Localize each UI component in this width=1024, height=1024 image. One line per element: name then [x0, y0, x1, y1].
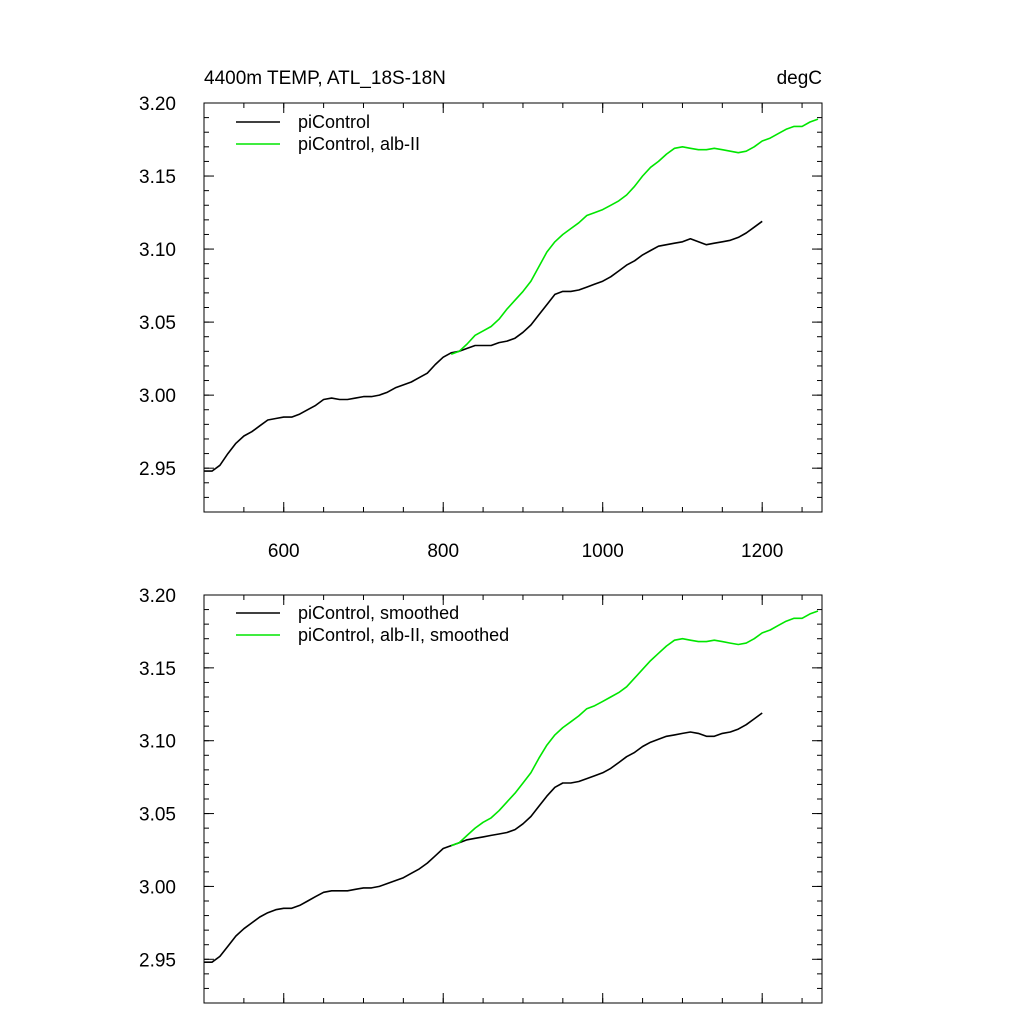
y-tick-label: 3.00	[139, 386, 176, 407]
plot-frame	[203, 594, 823, 1004]
y-tick-label: 3.00	[139, 877, 176, 898]
y-tick-label: 3.05	[139, 805, 176, 826]
series-line-0	[204, 712, 763, 964]
chart-title-left: 4400m TEMP, ATL_18S-18N	[204, 68, 446, 89]
x-tick-label: 1000	[582, 541, 624, 562]
series-line-0	[204, 220, 763, 472]
y-tick-label: 3.20	[139, 586, 176, 607]
y-tick-label: 3.10	[139, 732, 176, 753]
legend-label: piControl, smoothed	[298, 603, 459, 623]
top-panel: 4400m TEMP, ATL_18S-18N degC 2.95 3.00 3.0…	[139, 68, 823, 562]
y-tick-label: 3.05	[139, 313, 176, 334]
y-tick-label: 2.95	[139, 459, 176, 480]
bottom-panel: 2.95 3.00 3.05 3.10 3.15 3.20 piControl, smoot…	[139, 586, 823, 1004]
plot-frame	[203, 102, 823, 513]
y-tick-label: 2.95	[139, 950, 176, 971]
series-line-1	[450, 610, 819, 847]
y-tick-label: 3.15	[139, 167, 176, 188]
y-tick-label: 3.15	[139, 659, 176, 680]
legend-label: piControl, alb-II, smoothed	[298, 625, 509, 645]
legend-label: piControl, alb-II	[298, 134, 420, 154]
y-tick-label: 3.10	[139, 240, 176, 261]
y-tick-label: 3.20	[139, 94, 176, 115]
chart-title-units: degC	[777, 68, 822, 89]
series-line-1	[450, 118, 819, 355]
x-tick-label: 600	[268, 541, 300, 562]
legend-label: piControl	[298, 112, 370, 132]
x-tick-label: 1200	[741, 541, 783, 562]
x-tick-label: 800	[427, 541, 459, 562]
